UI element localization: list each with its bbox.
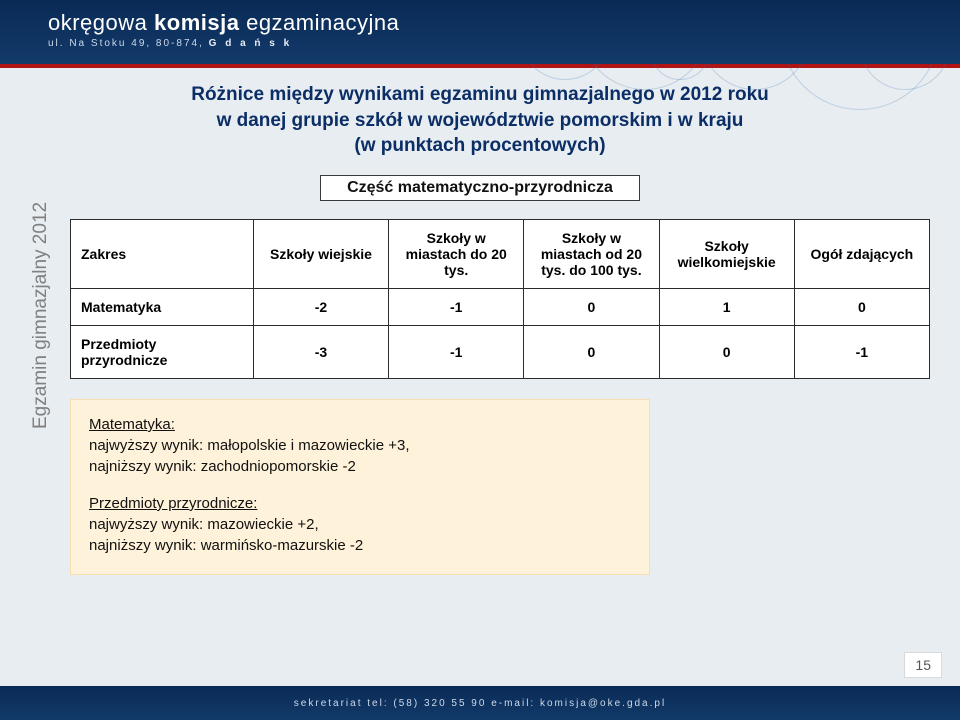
cell: -1 xyxy=(389,288,524,325)
notes-line: najniższy wynik: zachodniopomorskie -2 xyxy=(89,456,631,477)
col-wielkomiejskie: Szkoły wielkomiejskie xyxy=(659,219,794,288)
notes-line: najwyższy wynik: małopolskie i mazowieck… xyxy=(89,435,631,456)
cell: 0 xyxy=(524,288,659,325)
notes-heading: Matematyka: xyxy=(89,414,631,435)
address-city: G d a ń s k xyxy=(209,38,293,49)
cell: -2 xyxy=(253,288,388,325)
footer-text: sekretariat tel: (58) 320 55 90 e-mail: … xyxy=(294,698,666,709)
header: okręgowa komisja egzaminacyjna ul. Na St… xyxy=(0,0,960,64)
notes-block-matematyka: Matematyka: najwyższy wynik: małopolskie… xyxy=(89,414,631,477)
notes-line: najniższy wynik: warmińsko-mazurskie -2 xyxy=(89,535,631,556)
table-header-row: Zakres Szkoły wiejskie Szkoły w miastach… xyxy=(71,219,930,288)
cell: -1 xyxy=(794,325,929,378)
col-miasta-do-20: Szkoły w miastach do 20 tys. xyxy=(389,219,524,288)
col-miasta-20-100: Szkoły w miastach od 20 tys. do 100 tys. xyxy=(524,219,659,288)
cell: 0 xyxy=(524,325,659,378)
vertical-label-text: Egzamin gimnazjalny 2012 xyxy=(30,202,52,429)
cell: 0 xyxy=(659,325,794,378)
col-ogol: Ogół zdających xyxy=(794,219,929,288)
page-number: 15 xyxy=(904,652,942,678)
notes-line: najwyższy wynik: mazowieckie +2, xyxy=(89,514,631,535)
notes-box: Matematyka: najwyższy wynik: małopolskie… xyxy=(70,399,650,575)
cell: -3 xyxy=(253,325,388,378)
title-line-1: Różnice między wynikami egzaminu gimnazj… xyxy=(30,82,930,108)
notes-heading: Przedmioty przyrodnicze: xyxy=(89,493,631,514)
address-prefix: ul. Na Stoku 49, 80-874, xyxy=(48,38,204,49)
col-zakres: Zakres xyxy=(71,219,254,288)
table-row: Matematyka -2 -1 0 1 0 xyxy=(71,288,930,325)
content: Różnice między wynikami egzaminu gimnazj… xyxy=(0,68,960,575)
title-line-2: w danej grupie szkół w województwie pomo… xyxy=(30,108,930,134)
cell: -1 xyxy=(389,325,524,378)
brand-word-3: egzaminacyjna xyxy=(246,10,399,35)
brand-word-2: komisja xyxy=(154,10,239,35)
brand: okręgowa komisja egzaminacyjna xyxy=(48,10,942,36)
row-label: Matematyka xyxy=(71,288,254,325)
cell: 1 xyxy=(659,288,794,325)
notes-block-przyrodnicze: Przedmioty przyrodnicze: najwyższy wynik… xyxy=(89,493,631,556)
table-row: Przedmioty przyrodnicze -3 -1 0 0 -1 xyxy=(71,325,930,378)
data-table: Zakres Szkoły wiejskie Szkoły w miastach… xyxy=(70,219,930,379)
title-line-3: (w punktach procentowych) xyxy=(30,133,930,159)
brand-word-1: okręgowa xyxy=(48,10,147,35)
vertical-label: Egzamin gimnazjalny 2012 xyxy=(30,219,70,575)
footer: sekretariat tel: (58) 320 55 90 e-mail: … xyxy=(0,686,960,720)
section-label: Część matematyczno-przyrodnicza xyxy=(320,175,640,201)
cell: 0 xyxy=(794,288,929,325)
page-title: Różnice między wynikami egzaminu gimnazj… xyxy=(30,82,930,159)
header-address: ul. Na Stoku 49, 80-874, G d a ń s k xyxy=(48,38,942,49)
col-wiejskie: Szkoły wiejskie xyxy=(253,219,388,288)
row-label: Przedmioty przyrodnicze xyxy=(71,325,254,378)
